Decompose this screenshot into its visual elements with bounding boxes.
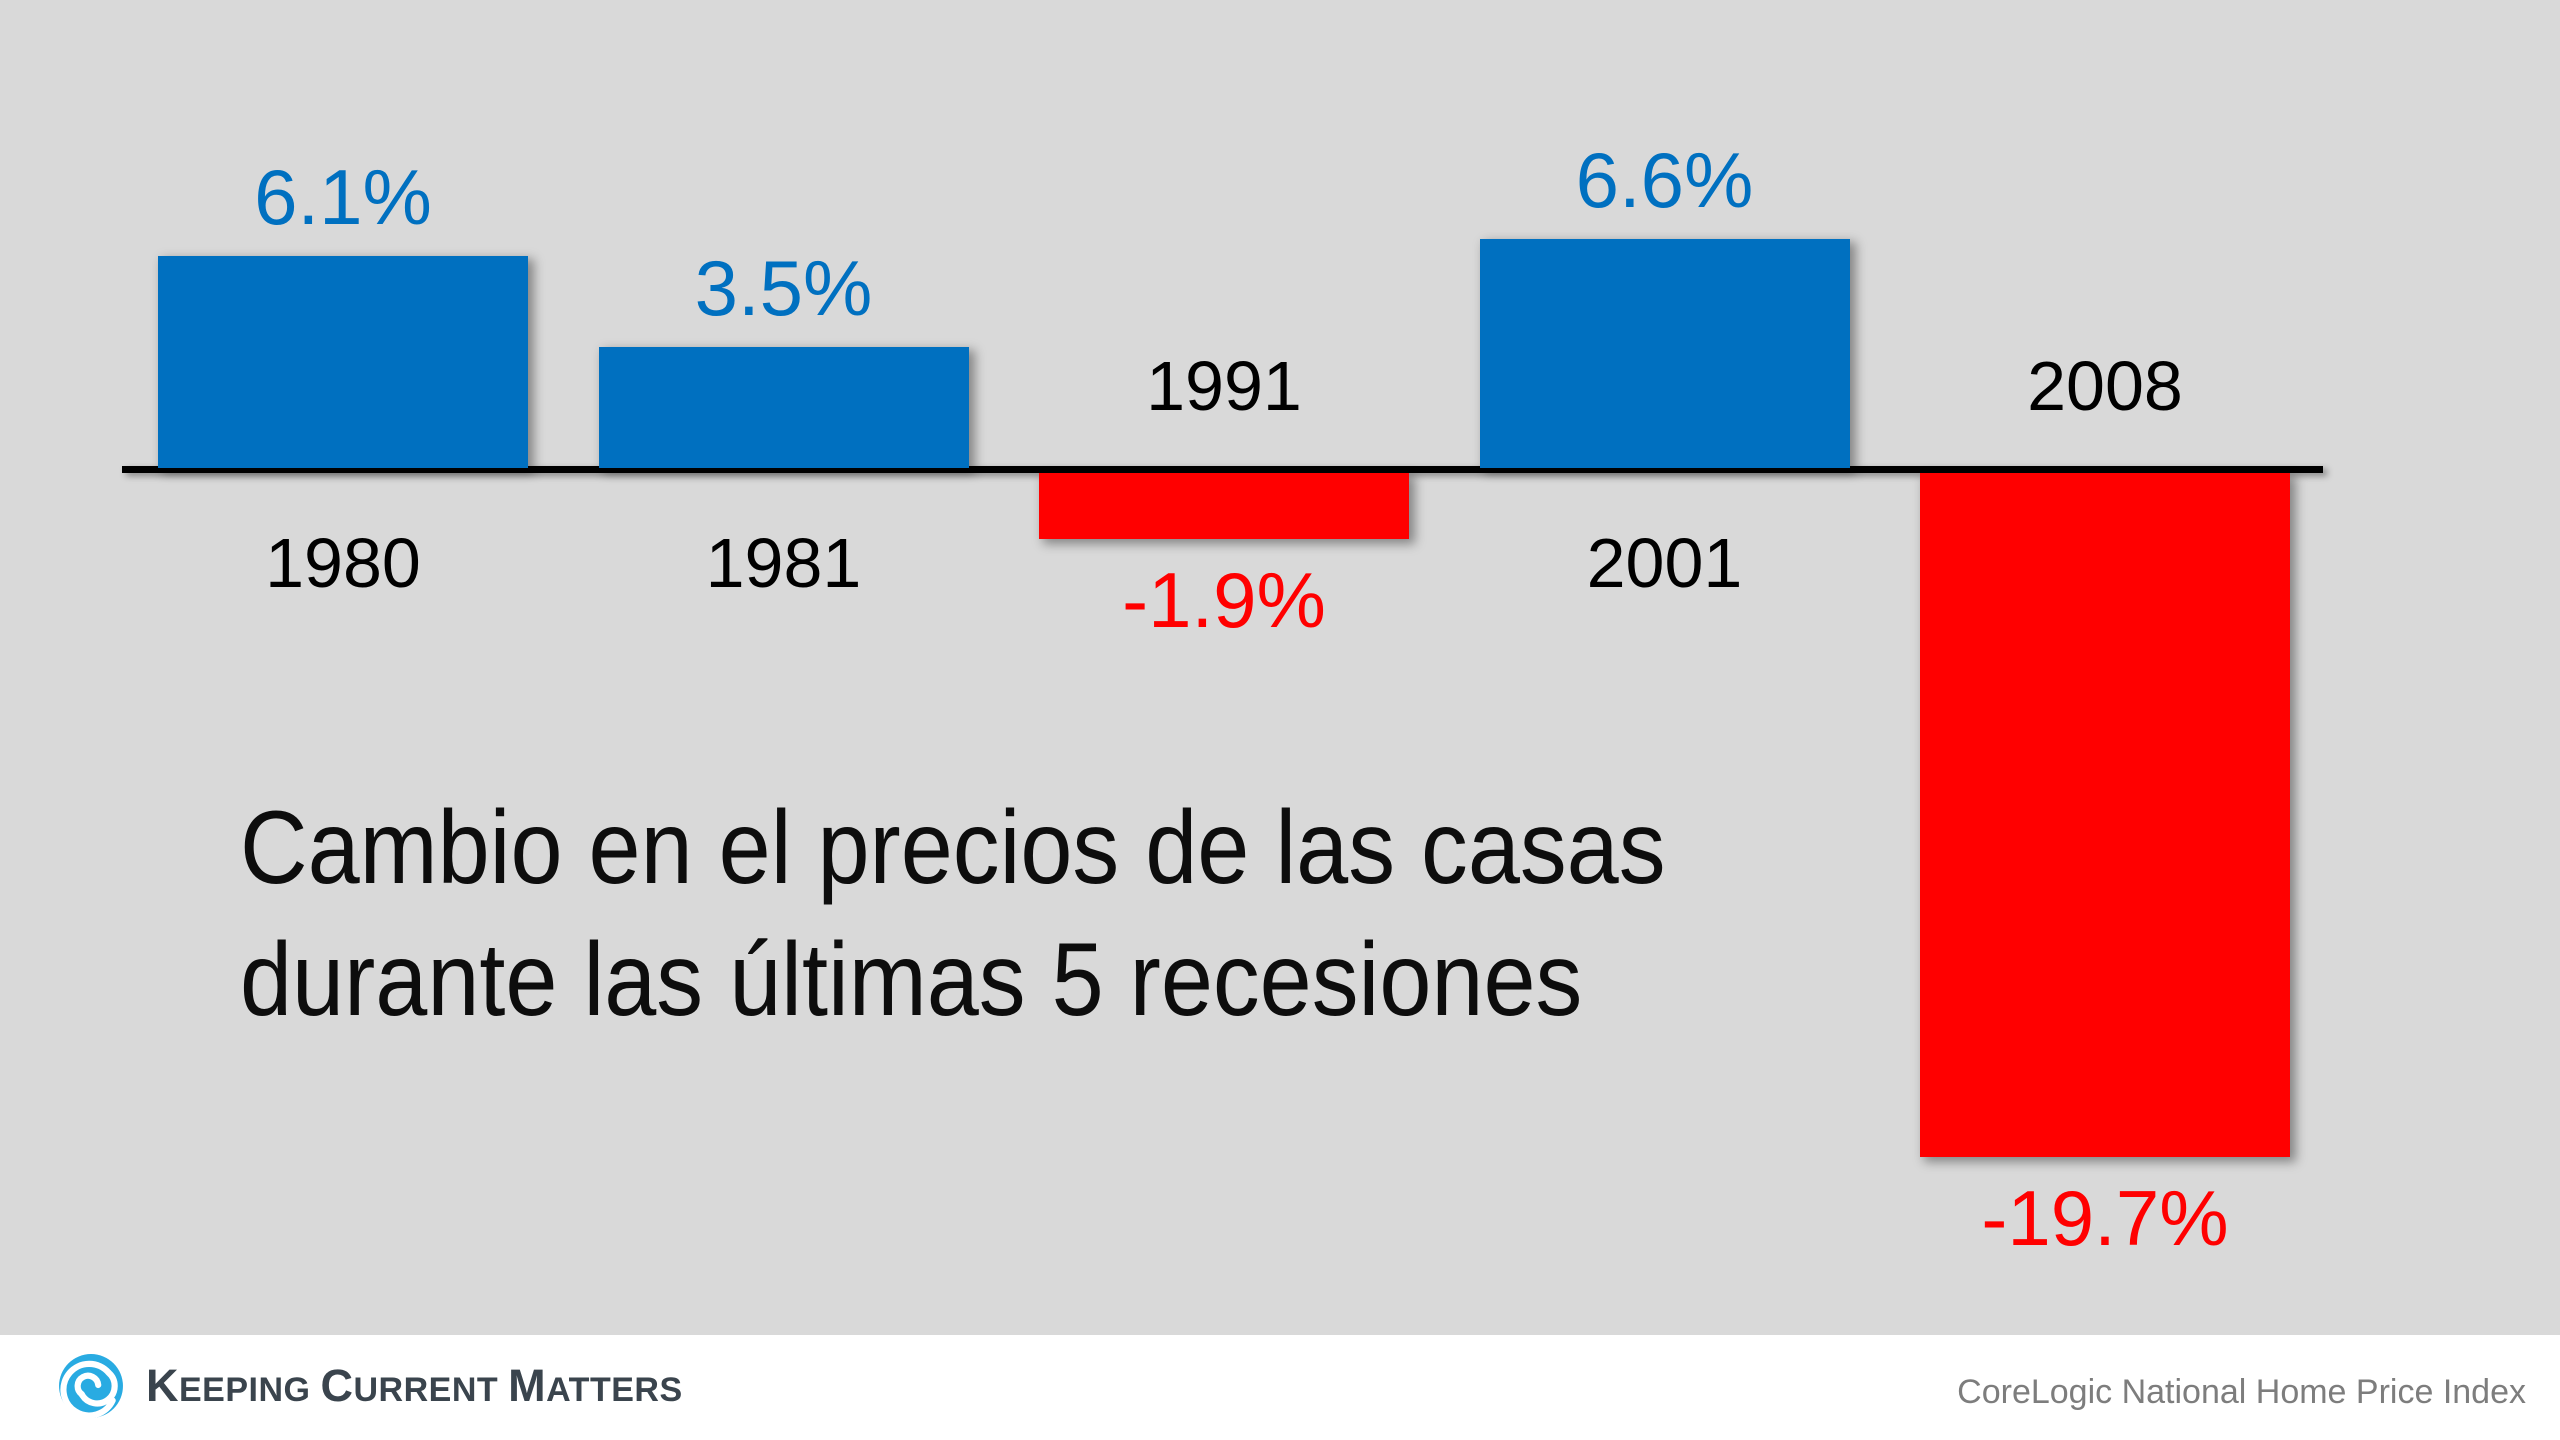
brand-word: CURRENT bbox=[320, 1360, 499, 1411]
x-axis-line bbox=[122, 466, 2323, 473]
bar-year-label-1981: 1981 bbox=[705, 524, 862, 602]
footer-bar: KEEPING CURRENT MATTERS CoreLogic National… bbox=[0, 1335, 2560, 1440]
bar-year-label-1991: 1991 bbox=[1146, 347, 1302, 425]
bar-value-label-2001: 6.6% bbox=[1575, 136, 1754, 224]
bar-value-label-2008: -19.7% bbox=[1981, 1174, 2229, 1262]
chart-title-line2: durante las últimas 5 recesiones bbox=[240, 922, 1583, 1038]
bar-value-label-1981: 3.5% bbox=[694, 244, 873, 332]
brand-word: KEEPING bbox=[146, 1360, 311, 1411]
bar-1981 bbox=[598, 347, 969, 468]
bar-value-label-1991: -1.9% bbox=[1122, 556, 1326, 644]
bar-2001 bbox=[1479, 239, 1850, 468]
bar-1980 bbox=[158, 256, 528, 468]
brand-word: MATTERS bbox=[508, 1360, 683, 1411]
brand-lockup: KEEPING CURRENT MATTERS bbox=[58, 1353, 693, 1419]
bar-2008 bbox=[1920, 473, 2290, 1157]
chart-title-line1: Cambio en el precios de las casas bbox=[240, 790, 1666, 906]
brand-wordmark: KEEPING CURRENT MATTERS bbox=[146, 1360, 693, 1412]
chart-title: Cambio en el precios de las casas durant… bbox=[240, 782, 1666, 1046]
source-attribution: CoreLogic National Home Price Index bbox=[1957, 1373, 2526, 1411]
bar-year-label-2008: 2008 bbox=[2027, 347, 2183, 425]
kcm-swirl-logo-icon bbox=[59, 1354, 123, 1419]
bar-1991 bbox=[1039, 473, 1409, 539]
bar-value-label-1980: 6.1% bbox=[254, 153, 432, 241]
bar-year-label-1980: 1980 bbox=[265, 524, 421, 602]
bar-year-label-2001: 2001 bbox=[1586, 524, 1743, 602]
